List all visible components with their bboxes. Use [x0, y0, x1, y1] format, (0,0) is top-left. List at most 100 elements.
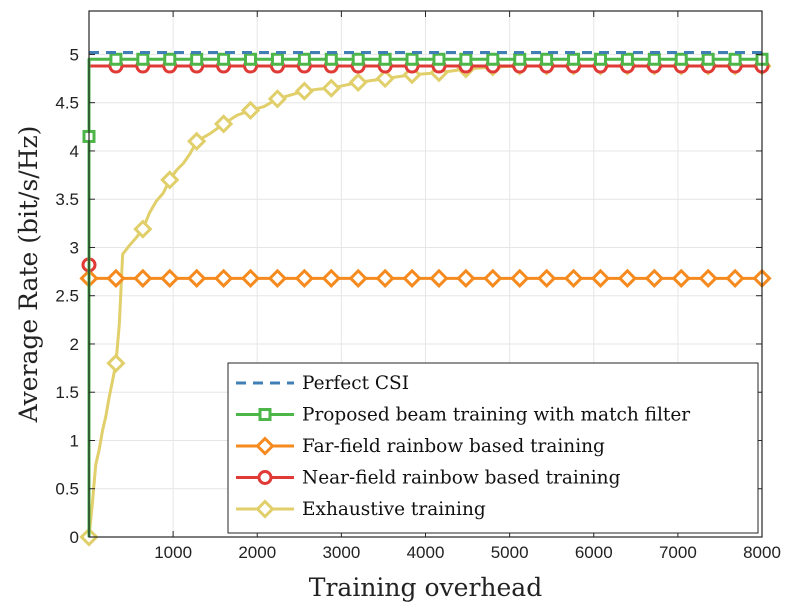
legend-item: Near-field rainbow based training [236, 468, 621, 489]
legend-swatch-marker [257, 470, 273, 485]
y-tick-label: 3 [70, 238, 79, 257]
data-point [540, 52, 554, 66]
data-point [674, 52, 688, 66]
data-point [321, 268, 341, 288]
legend-swatch-marker [255, 499, 275, 519]
data-point [297, 52, 311, 66]
data-point [593, 52, 607, 66]
x-axis-title: Training overhead [309, 573, 542, 602]
x-tick-label: 8000 [743, 543, 781, 562]
y-tick-label: 2.5 [55, 287, 79, 306]
y-tick-label: 4 [70, 142, 79, 161]
legend-item: Far-field rainbow based training [236, 436, 605, 457]
data-point [240, 268, 261, 288]
data-point [187, 268, 207, 288]
data-point [163, 52, 177, 66]
data-point [267, 268, 288, 288]
data-point [217, 52, 231, 66]
x-tick-label: 1000 [154, 543, 192, 562]
legend-item: Exhaustive training [236, 499, 486, 520]
data-point [644, 268, 664, 288]
data-point [294, 268, 314, 288]
data-point [270, 52, 284, 66]
y-tick-label: 2 [70, 335, 79, 354]
data-point [321, 78, 341, 98]
data-point [375, 268, 395, 288]
tick-labels: 1000 2000 3000 4000 5000 6000 7000 8000 0 0.5 1 1.5… [55, 45, 781, 562]
data-point [136, 52, 150, 66]
y-tick-label: 0.5 [55, 480, 79, 499]
x-tick-label: 6000 [575, 543, 613, 562]
data-point [617, 268, 638, 288]
y-tick-label: 3.5 [55, 190, 79, 209]
data-point [267, 89, 288, 109]
legend-label: Near-field rainbow based training [302, 468, 621, 489]
y-tick-label: 4.5 [55, 94, 79, 113]
data-point [133, 219, 153, 239]
data-point [483, 268, 503, 288]
data-point [160, 170, 180, 190]
data-point [351, 52, 365, 66]
legend-item: Proposed beam training with match filter [236, 405, 690, 426]
data-point [537, 268, 557, 288]
x-tick-label: 5000 [491, 543, 529, 562]
y-tick-label: 5 [70, 45, 79, 64]
legend-label: Far-field rainbow based training [302, 436, 605, 457]
x-tick-label: 2000 [238, 543, 276, 562]
data-point [106, 353, 126, 373]
data-point [429, 268, 449, 288]
data-point [348, 72, 368, 93]
y-tick-label: 1.5 [55, 383, 79, 402]
data-point [620, 52, 634, 66]
data-point [456, 268, 476, 288]
legend-box [227, 362, 759, 534]
data-point [728, 52, 742, 66]
data-point [187, 131, 207, 151]
data-point [563, 268, 584, 288]
data-point [324, 52, 338, 66]
y-axis-title: Average Rate (bit/s/Hz) [14, 126, 43, 424]
data-point [244, 52, 258, 66]
legend-swatch-marker [255, 436, 275, 456]
data-point [378, 52, 392, 66]
data-point [109, 52, 123, 66]
data-point [402, 268, 422, 288]
data-point [405, 52, 419, 66]
legend-swatch-marker [258, 408, 272, 421]
data-point [698, 268, 718, 288]
data-point [240, 100, 261, 121]
data-point [190, 52, 204, 66]
data-point [459, 52, 473, 66]
data-point [725, 268, 745, 288]
x-tick-label: 3000 [322, 543, 360, 562]
data-point [160, 268, 180, 288]
data-point [590, 268, 611, 288]
data-point [432, 52, 446, 66]
legend-label: Proposed beam training with match filter [302, 405, 690, 426]
data-point [513, 52, 527, 66]
data-point [213, 114, 234, 134]
data-point [567, 52, 581, 66]
x-tick-label: 4000 [407, 543, 445, 562]
data-point [486, 52, 500, 66]
legend-label: Exhaustive training [302, 499, 486, 520]
data-point [106, 268, 126, 288]
data-point [213, 268, 234, 288]
data-point [671, 268, 691, 288]
y-tick-label: 0 [70, 528, 79, 547]
data-point [294, 81, 314, 101]
y-tick-label: 1 [70, 431, 79, 450]
data-point [348, 268, 368, 288]
data-point [647, 52, 661, 66]
data-point [375, 68, 395, 89]
data-point [133, 268, 153, 288]
legend-item: Perfect CSI [236, 373, 409, 394]
x-tick-label: 7000 [659, 543, 697, 562]
legend: Perfect CSI Proposed beam training with m… [227, 362, 759, 534]
data-point [510, 268, 530, 288]
legend-items: Perfect CSI Proposed beam training with m… [236, 373, 690, 520]
legend-label: Perfect CSI [302, 373, 409, 394]
data-point [701, 52, 715, 66]
series-2 [79, 268, 772, 288]
